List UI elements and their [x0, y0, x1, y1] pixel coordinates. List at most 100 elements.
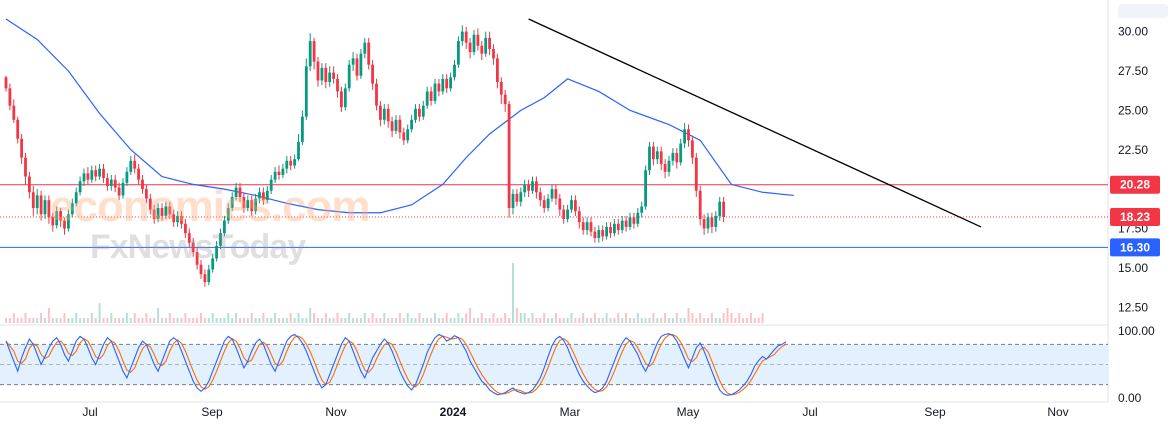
candle-body — [113, 179, 117, 188]
candle-body — [558, 198, 562, 210]
candle-body — [593, 231, 597, 238]
volume-bar — [40, 313, 43, 323]
candle-body — [683, 129, 686, 144]
candle-body — [386, 108, 390, 122]
volume-bar — [98, 303, 101, 323]
volume-bar — [391, 318, 394, 323]
volume-bar — [566, 318, 569, 323]
volume-bar — [496, 318, 499, 323]
candle-body — [710, 217, 714, 227]
volume-bar — [531, 313, 534, 323]
volume-bar — [574, 318, 577, 323]
candle-body — [667, 160, 671, 172]
candle-body — [644, 170, 647, 207]
volume-bar — [488, 318, 491, 323]
volume-bar — [262, 313, 265, 323]
candle-body — [511, 193, 515, 209]
volume-bar — [293, 318, 296, 323]
volume-bar — [320, 318, 323, 323]
volume-bar — [738, 313, 741, 323]
volume-bar — [161, 318, 163, 323]
volume-bar — [695, 318, 698, 323]
volume-bar — [289, 313, 292, 323]
volume-bar — [348, 313, 351, 323]
candle-body — [390, 121, 394, 131]
volume-bar — [324, 313, 327, 323]
volume-bar — [586, 318, 589, 323]
volume-bar — [215, 318, 218, 323]
volume-bar — [722, 313, 725, 323]
volume-bar — [301, 318, 304, 323]
oscillator-tick-label-1: 0.00 — [1118, 391, 1142, 405]
last-price-label: 18.23 — [1120, 210, 1150, 224]
candle-body — [347, 64, 351, 89]
candle-body — [566, 209, 569, 220]
volume-bar — [297, 313, 300, 323]
volume-bar — [632, 318, 635, 323]
volume-bar — [757, 318, 760, 323]
candle-body — [499, 82, 503, 95]
volume-bar — [671, 318, 674, 323]
volume-bar — [508, 318, 511, 323]
candle-body — [418, 108, 421, 117]
volume-bar — [605, 313, 608, 323]
price-tick-label-0: 30.00 — [1118, 25, 1148, 39]
candle-body — [265, 190, 269, 201]
volume-bar — [44, 318, 46, 323]
volume-bar — [344, 318, 347, 323]
volume-bar — [699, 313, 702, 323]
candle-body — [67, 214, 70, 229]
volume-bar — [609, 318, 612, 323]
candle-body — [258, 192, 261, 199]
volume-bar — [535, 318, 538, 323]
volume-bar — [239, 318, 241, 323]
volume-bar — [753, 318, 756, 323]
candle-body — [628, 217, 632, 227]
volume-bar — [254, 318, 257, 323]
candle-body — [301, 116, 304, 142]
volume-bar — [613, 318, 616, 323]
volume-bar — [406, 313, 409, 323]
volume-bar — [352, 318, 355, 323]
candle-body — [570, 200, 573, 210]
candle-body — [527, 184, 530, 191]
candle-body — [304, 66, 308, 117]
volume-bar — [278, 318, 280, 323]
volume-bar — [543, 313, 546, 323]
candle-body — [184, 223, 187, 234]
volume-bar — [707, 318, 709, 323]
candle-body — [616, 223, 620, 231]
settings-button[interactable] — [1118, 4, 1168, 18]
volume-bar — [449, 318, 452, 323]
candle-body — [226, 208, 230, 221]
candle-body — [464, 31, 468, 43]
candle-body — [714, 215, 718, 227]
candle-body — [277, 171, 281, 175]
candle-body — [324, 67, 328, 83]
candle-body — [531, 181, 534, 191]
candle-body — [687, 129, 690, 141]
candle-body — [453, 64, 456, 78]
candle-body — [679, 143, 683, 163]
candle-body — [597, 230, 601, 238]
volume-bar — [188, 318, 191, 323]
volume-bar — [149, 318, 152, 323]
candle-body — [328, 72, 332, 83]
volume-bar — [176, 318, 179, 323]
candle-body — [468, 42, 472, 53]
candle-body — [297, 141, 300, 160]
candle-body — [663, 163, 667, 172]
volume-bar — [554, 313, 557, 323]
candle-body — [624, 220, 628, 227]
candle-body — [484, 37, 488, 54]
candle-body — [246, 200, 250, 209]
volume-bar — [473, 318, 475, 323]
candle-body — [250, 200, 254, 212]
volume-bar — [523, 313, 526, 323]
last-price-badge — [1110, 208, 1160, 227]
volume-bar — [79, 318, 82, 323]
candle-body — [340, 91, 343, 108]
candle-body — [574, 200, 577, 212]
moving-average-line — [5, 18, 794, 214]
